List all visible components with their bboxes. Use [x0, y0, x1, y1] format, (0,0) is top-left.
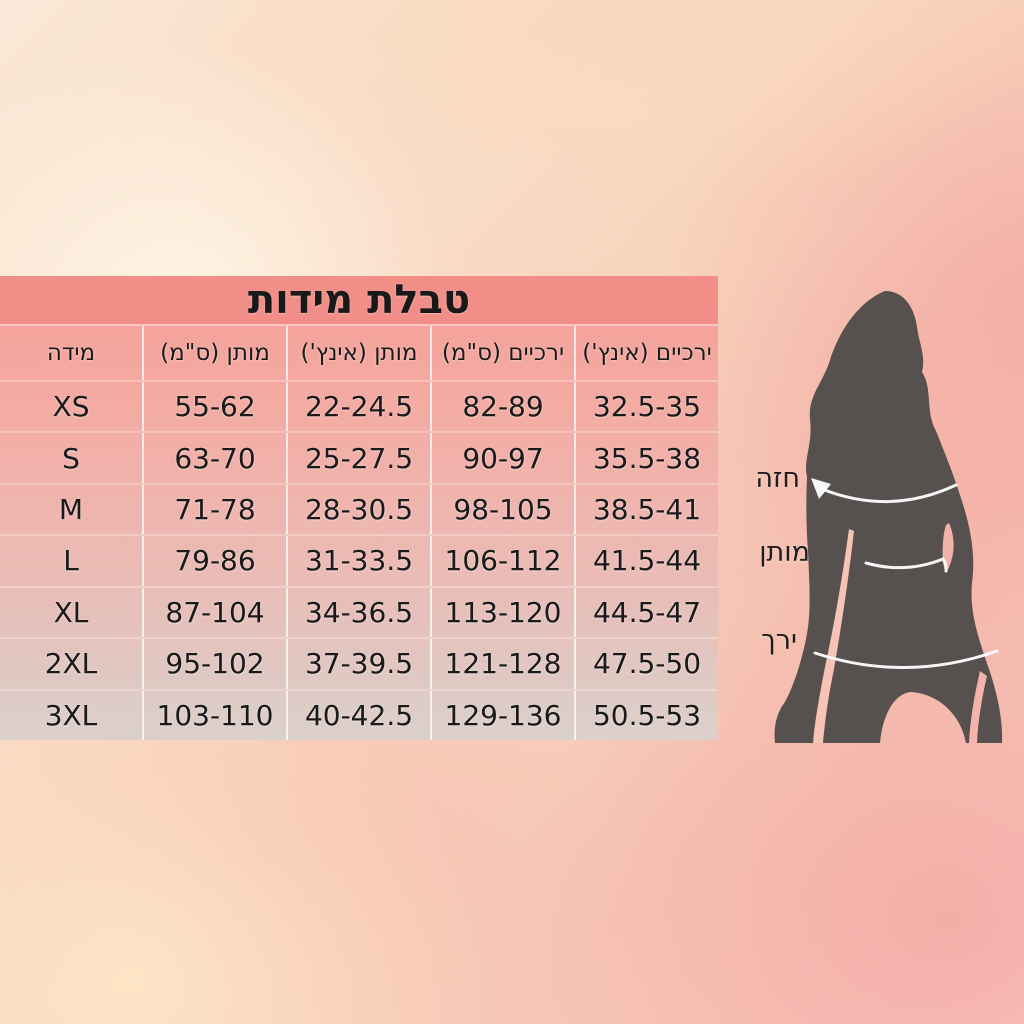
- size-chart-header-row: מידה מותן (ס"מ) מותן (אינץ') ירכיים (ס"מ…: [0, 326, 718, 380]
- chest-measure-arc: [820, 483, 958, 503]
- arm-gap-right-waist: [942, 523, 954, 573]
- col-header-waist-cm: מותן (ס"מ): [142, 326, 286, 380]
- cell-waist-cm: 55-62: [142, 382, 286, 432]
- cell-hips-cm: 129-136: [430, 690, 574, 740]
- cell-size: M: [58, 493, 84, 527]
- cell-waist-in: 40-42.5: [286, 690, 430, 740]
- cell-waist-in: 31-33.5: [286, 536, 430, 586]
- waist-label: מותן: [759, 537, 810, 568]
- col-header-size: מידה: [46, 340, 96, 366]
- silhouette-body: [774, 291, 1003, 743]
- cell-waist-cm: 103-110: [142, 690, 286, 740]
- arm-gap-right-hip: [969, 671, 987, 743]
- size-chart-title: טבלת מידות: [0, 276, 718, 326]
- woman-silhouette-graphic: [774, 291, 1003, 743]
- table-row-s: S 63-70 25-27.5 90-97 35.5-38: [0, 431, 718, 483]
- cell-waist-in: 34-36.5: [286, 587, 430, 638]
- table-row-2xl: 2XL 95-102 37-39.5 121-128 47.5-50: [0, 637, 718, 689]
- col-header-hips-in: ירכיים (אינץ'): [574, 326, 718, 380]
- cell-hips-in: 50.5-53: [574, 690, 718, 740]
- chest-label: חזה: [755, 463, 800, 494]
- cell-size: 2XL: [44, 647, 98, 681]
- cell-size: XL: [53, 595, 89, 629]
- cell-waist-in: 37-39.5: [286, 639, 430, 689]
- arm-gap-left: [813, 529, 854, 743]
- cell-waist-in: 25-27.5: [286, 433, 430, 483]
- table-row-l: L 79-86 31-33.5 106-112 41.5-44: [0, 534, 718, 586]
- cell-hips-in: 47.5-50: [574, 639, 718, 689]
- cell-hips-cm: 82-89: [430, 382, 574, 432]
- table-row-m: M 71-78 28-30.5 98-105 38.5-41: [0, 482, 718, 535]
- waist-measure-arc: [864, 557, 948, 573]
- cell-waist-in: 22-24.5: [286, 382, 430, 432]
- cell-hips-in: 35.5-38: [574, 433, 718, 483]
- chest-arc-arrowhead: [811, 478, 831, 499]
- table-row-xl: XL 87-104 34-36.5 113-120 44.5-47: [0, 585, 718, 638]
- hip-measure-arc: [813, 649, 999, 669]
- thigh-label: ירך: [761, 625, 797, 656]
- cell-hips-cm: 113-120: [430, 587, 574, 638]
- table-row-xs: XS 55-62 22-24.5 82-89 32.5-35: [0, 380, 718, 432]
- cell-waist-cm: 87-104: [142, 587, 286, 638]
- cell-hips-cm: 90-97: [430, 433, 574, 483]
- cell-hips-in: 32.5-35: [574, 382, 718, 432]
- cell-hips-in: 38.5-41: [574, 484, 718, 535]
- cell-hips-in: 41.5-44: [574, 536, 718, 586]
- cell-size: XS: [52, 390, 90, 424]
- cell-size: S: [62, 441, 80, 475]
- cell-size: 3XL: [44, 698, 98, 732]
- cell-waist-cm: 95-102: [142, 639, 286, 689]
- cell-waist-in: 28-30.5: [286, 484, 430, 535]
- cell-hips-in: 44.5-47: [574, 587, 718, 638]
- cell-hips-cm: 121-128: [430, 639, 574, 689]
- col-header-waist-in: מותן (אינץ'): [286, 326, 430, 380]
- table-row-3xl: 3XL 103-110 40-42.5 129-136 50.5-53: [0, 688, 718, 740]
- cell-waist-cm: 63-70: [142, 433, 286, 483]
- size-chart-grid: מידה מותן (ס"מ) מותן (אינץ') ירכיים (ס"מ…: [0, 326, 718, 740]
- size-chart-table: טבלת מידות מידה מותן (ס"מ) מותן (אינץ') …: [0, 276, 718, 740]
- cell-hips-cm: 106-112: [430, 536, 574, 586]
- cell-waist-cm: 71-78: [142, 484, 286, 535]
- cell-size: L: [63, 544, 79, 578]
- cell-waist-cm: 79-86: [142, 536, 286, 586]
- col-header-hips-cm: ירכיים (ס"מ): [430, 326, 574, 380]
- cell-hips-cm: 98-105: [430, 484, 574, 535]
